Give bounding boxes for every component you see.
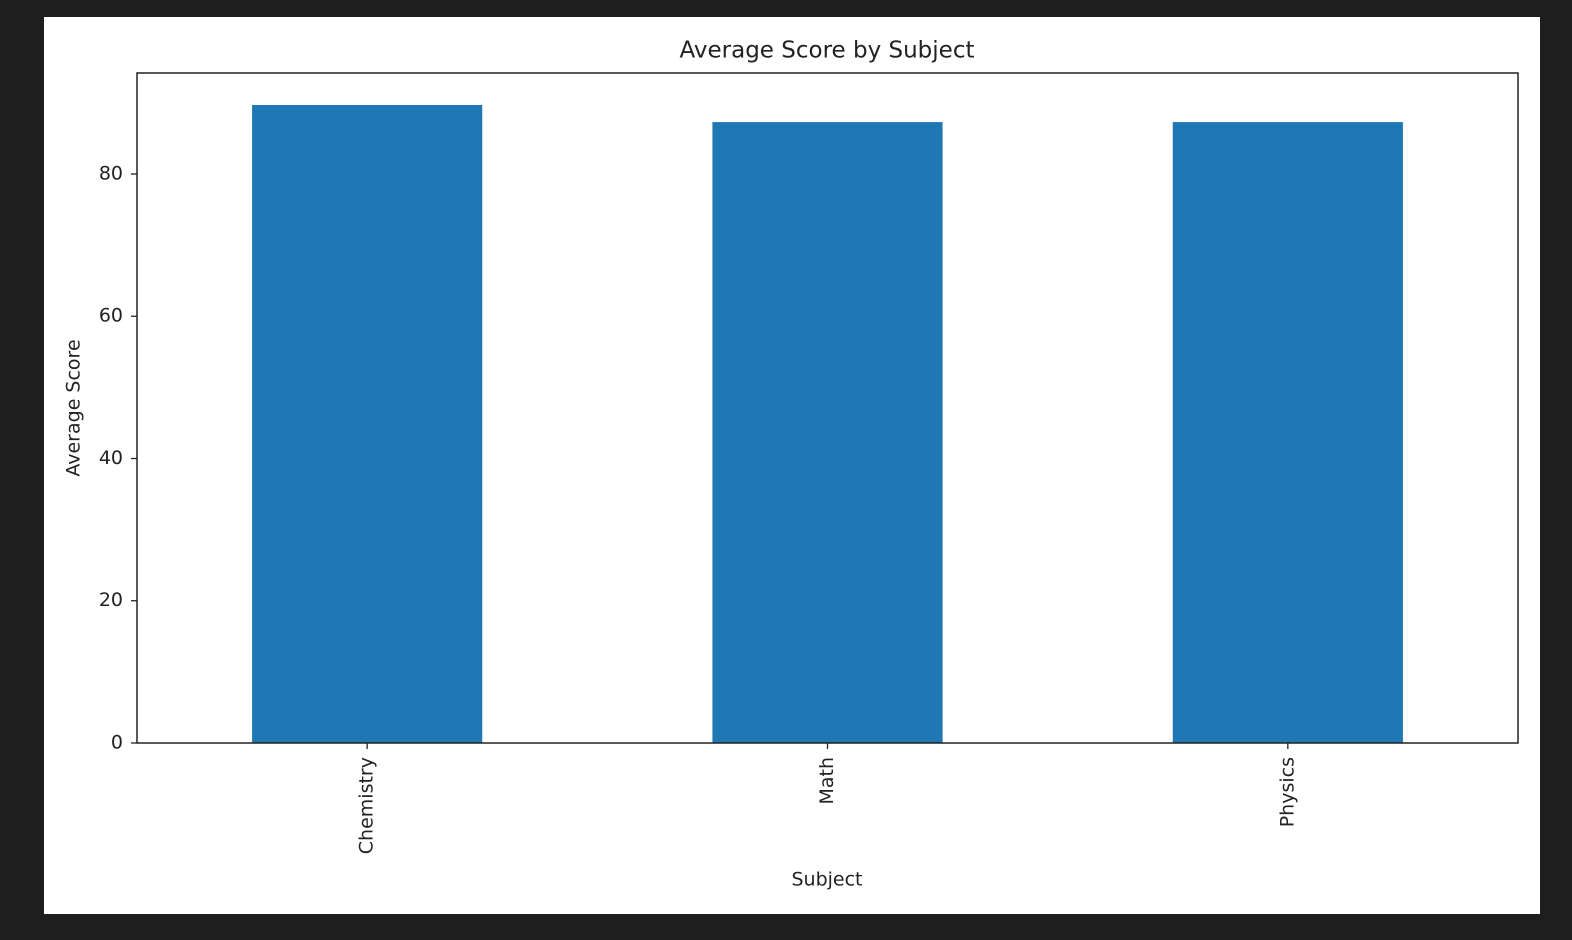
bar — [712, 122, 943, 744]
y-tick-label: 0 — [111, 732, 123, 754]
bar — [1172, 122, 1403, 744]
x-tick-label: Physics — [1276, 757, 1298, 827]
x-tick-label: Math — [816, 757, 838, 805]
y-tick-label: 40 — [99, 447, 123, 469]
y-tick-label: 60 — [99, 305, 123, 327]
x-axis-label: Subject — [791, 869, 862, 891]
y-tick-label: 20 — [99, 589, 123, 611]
plot-frame — [136, 72, 1519, 744]
y-tick-label: 80 — [99, 162, 123, 184]
y-axis-label: Average Score — [63, 339, 85, 476]
chart-title: Average Score by Subject — [680, 38, 975, 64]
x-tick-label: Chemistry — [356, 757, 378, 854]
bar — [252, 105, 483, 744]
watermark: 掘金技术社区 @ mingupup — [1261, 883, 1540, 908]
